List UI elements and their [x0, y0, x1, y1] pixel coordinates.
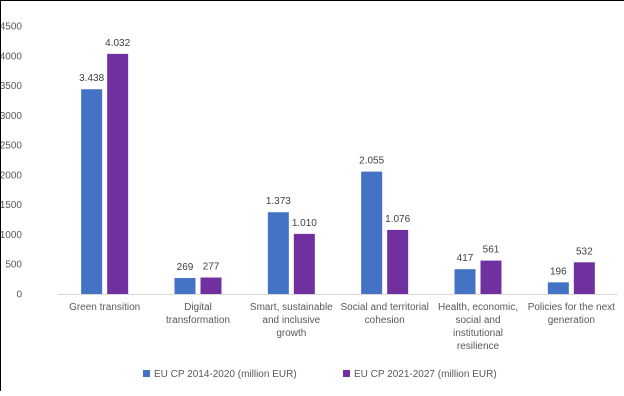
x-tick-label: Green transition	[69, 302, 140, 313]
x-tick-label: resilience	[457, 341, 500, 352]
x-tick-label: social and	[455, 315, 500, 326]
x-tick-label: Health, economic,	[438, 302, 518, 313]
data-label: 561	[483, 245, 500, 256]
data-label: 417	[457, 253, 474, 264]
left-border	[0, 0, 1, 391]
data-label: 277	[203, 262, 220, 273]
data-label: 1.010	[292, 218, 317, 229]
bar	[107, 53, 129, 294]
x-tick-label: generation	[548, 315, 595, 326]
y-tick-label: 2500	[0, 141, 22, 152]
data-label: 4.032	[105, 38, 130, 49]
y-tick-label: 2000	[0, 170, 22, 181]
bar	[81, 89, 103, 294]
data-label: 1.373	[266, 196, 291, 207]
top-border	[0, 0, 624, 1]
bar	[200, 277, 222, 294]
legend-swatch	[143, 370, 150, 377]
data-label: 1.076	[385, 214, 410, 225]
bar	[454, 269, 476, 294]
x-tick-label: Social and territorial	[340, 302, 428, 313]
bar	[293, 233, 315, 294]
data-label: 2.055	[359, 156, 384, 167]
bar	[480, 260, 502, 294]
x-tick-label: cohesion	[365, 315, 405, 326]
legend-label: EU CP 2021-2027 (million EUR)	[354, 369, 497, 380]
y-tick-label: 4500	[0, 22, 22, 33]
data-label: 269	[177, 262, 194, 273]
x-tick-label: and inclusive	[262, 315, 320, 326]
data-label: 532	[576, 246, 593, 257]
y-tick-label: 1500	[0, 200, 22, 211]
y-tick-label: 1000	[0, 230, 22, 241]
x-tick-label: Digital	[184, 302, 212, 313]
y-tick-label: 0	[16, 290, 22, 301]
y-tick-label: 4000	[0, 51, 22, 62]
x-tick-label: Policies for the next	[528, 302, 615, 313]
bar	[547, 282, 569, 294]
bar	[267, 212, 289, 294]
x-tick-label: institutional	[453, 328, 503, 339]
x-tick-label: growth	[276, 328, 306, 339]
legend-swatch	[343, 370, 350, 377]
bar	[361, 171, 383, 294]
data-label: 3.438	[79, 73, 104, 84]
legend-label: EU CP 2014-2020 (million EUR)	[154, 369, 297, 380]
x-tick-label: Smart, sustainable	[250, 302, 333, 313]
bar	[387, 229, 409, 294]
y-tick-label: 500	[5, 260, 22, 271]
y-tick-label: 3000	[0, 111, 22, 122]
y-tick-label: 3500	[0, 81, 22, 92]
x-tick-label: transformation	[166, 315, 230, 326]
data-label: 196	[550, 266, 567, 277]
bar	[174, 277, 196, 294]
bar	[573, 262, 595, 294]
